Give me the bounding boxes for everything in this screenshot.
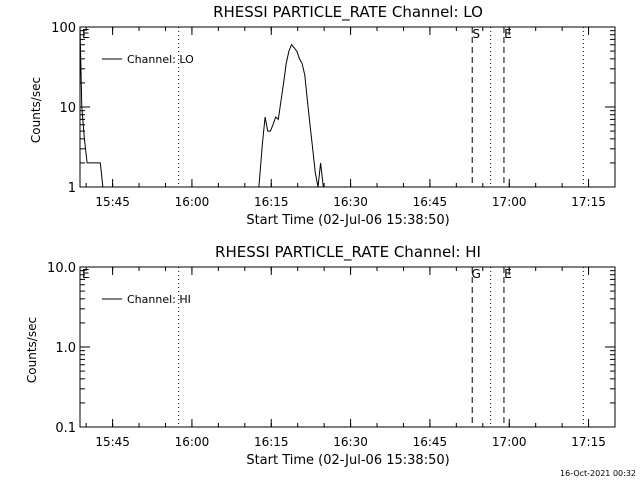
x-tick-label: 17:00	[492, 195, 527, 209]
event-marker-label: E	[504, 267, 512, 281]
legend-entry: Channel: HI	[127, 293, 191, 306]
x-tick-label: 17:15	[571, 195, 606, 209]
series-line-lo	[79, 26, 326, 188]
x-tick-label: 16:15	[254, 435, 289, 449]
y-tick-label: 1	[68, 181, 76, 196]
x-tick-label: 16:00	[175, 195, 210, 209]
y-axis-label: Counts/sec	[25, 317, 39, 383]
chart-title: RHESSI PARTICLE_RATE Channel: LO	[213, 3, 483, 22]
x-tick-label: 16:45	[413, 435, 448, 449]
x-tick-label: 15:45	[95, 435, 130, 449]
y-tick-label: 100	[51, 21, 76, 36]
corner-label: E	[82, 267, 90, 281]
y-tick-label: 0.1	[55, 421, 76, 436]
x-tick-label: 16:00	[175, 435, 210, 449]
event-marker-label: G	[472, 267, 481, 281]
x-tick-label: 16:15	[254, 195, 289, 209]
x-tick-label: 15:45	[95, 195, 130, 209]
x-tick-label: 17:15	[571, 435, 606, 449]
x-tick-label: 17:00	[492, 435, 527, 449]
y-axis-label: Counts/sec	[29, 77, 43, 143]
x-axis: 15:45 16:00 16:15 16:30 16:45 17:00 17:15	[85, 27, 616, 209]
x-tick-label: 16:30	[333, 435, 368, 449]
chart-title: RHESSI PARTICLE_RATE Channel: HI	[215, 243, 481, 262]
event-marker-label: E	[504, 27, 512, 41]
y-tick-label: 10	[59, 101, 76, 116]
y-axis: 1 10 100	[51, 21, 615, 196]
legend-entry: Channel: LO	[127, 53, 194, 66]
y-axis: 0.1 1.0 10.0	[47, 261, 615, 436]
x-axis-label: Start Time (02-Jul-06 15:38:50)	[246, 213, 449, 228]
x-tick-label: 16:45	[413, 195, 448, 209]
event-marker-label: S	[472, 27, 480, 41]
x-tick-label: 16:30	[333, 195, 368, 209]
footer-timestamp: 16-Oct-2021 00:32	[560, 469, 636, 478]
x-axis-label: Start Time (02-Jul-06 15:38:50)	[246, 453, 449, 468]
y-tick-label: 10.0	[47, 261, 76, 276]
y-tick-label: 1.0	[55, 341, 76, 356]
corner-label: E	[82, 27, 90, 41]
x-axis: 15:45 16:00 16:15 16:30 16:45 17:00 17:15	[85, 267, 616, 449]
